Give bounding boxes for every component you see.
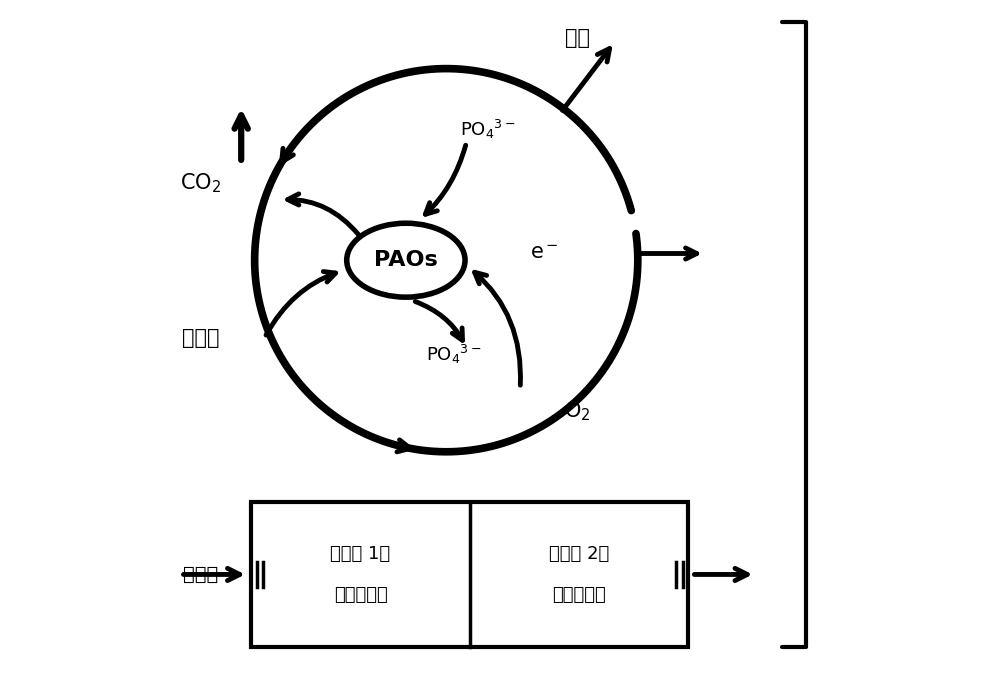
- Text: CO$_2$: CO$_2$: [180, 171, 221, 194]
- Text: 好氧磷吸收: 好氧磷吸收: [552, 586, 606, 603]
- Text: 有机碳: 有机碳: [183, 564, 218, 584]
- Bar: [251, 502, 688, 647]
- Text: 反应器 2：: 反应器 2：: [549, 545, 609, 563]
- Text: PO$_4$$^{3-}$: PO$_4$$^{3-}$: [460, 117, 515, 140]
- Text: O$_2$: O$_2$: [564, 400, 591, 423]
- Text: e$^-$: e$^-$: [530, 244, 559, 263]
- Text: 厌氧磷释放: 厌氧磷释放: [334, 586, 387, 603]
- Text: 污泥: 污泥: [565, 28, 590, 49]
- Text: PO$_4$$^{3-}$: PO$_4$$^{3-}$: [426, 343, 482, 366]
- Text: 反应器 1：: 反应器 1：: [330, 545, 391, 563]
- Text: 有机碳: 有机碳: [182, 327, 220, 348]
- Text: PAOs: PAOs: [374, 250, 438, 270]
